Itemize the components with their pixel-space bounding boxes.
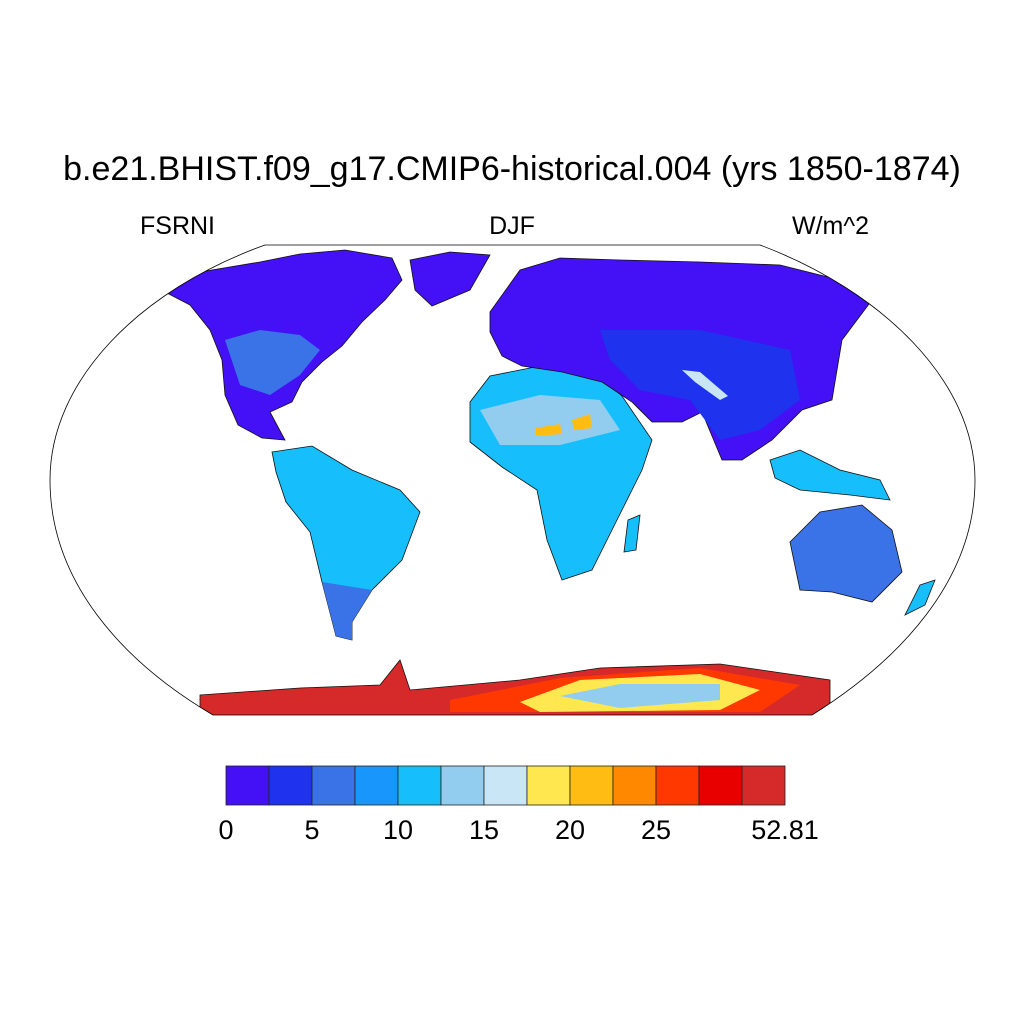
antarctica-plateau-blue: [560, 684, 720, 708]
greenland: [409, 251, 491, 307]
colorbar-box: [397, 765, 442, 806]
variable-label: FSRNI: [140, 212, 215, 240]
colorbar-label: 20: [554, 815, 586, 845]
colorbar-label: 52.81: [751, 815, 819, 845]
colorbar-label: 5: [304, 815, 320, 845]
colorbar-box: [440, 765, 485, 806]
colorbar-box: [569, 765, 614, 806]
new-zealand: [904, 579, 936, 616]
map-border: [49, 244, 976, 716]
colorbar-label: 15: [468, 815, 500, 845]
colorbar-box: [483, 765, 528, 806]
colorbar-label: 10: [382, 815, 414, 845]
colorbar-box: [526, 765, 571, 806]
tibet-hotspot: [682, 370, 728, 400]
sahara-hotspot: [535, 414, 592, 436]
season-label: DJF: [489, 212, 535, 240]
colorbar-label: 25: [640, 815, 672, 845]
south-america-south: [322, 582, 372, 640]
sahara: [480, 395, 620, 445]
colorbar: [225, 765, 786, 806]
colorbar-box: [655, 765, 700, 806]
colorbar-box: [311, 765, 356, 806]
colorbar-box: [268, 765, 313, 806]
colorbar-label: 0: [218, 815, 234, 845]
colorbar-box: [612, 765, 657, 806]
colorbar-box: [225, 765, 270, 806]
colorbar-box: [698, 765, 743, 806]
units-label: W/m^2: [792, 212, 870, 240]
north-america-interior: [225, 330, 320, 395]
australia: [789, 504, 903, 603]
colorbar-box: [741, 765, 786, 806]
madagascar: [623, 514, 641, 553]
plot-title: b.e21.BHIST.f09_g17.CMIP6-historical.004…: [63, 150, 961, 188]
colorbar-box: [354, 765, 399, 806]
se-asia-islands: [769, 449, 891, 501]
